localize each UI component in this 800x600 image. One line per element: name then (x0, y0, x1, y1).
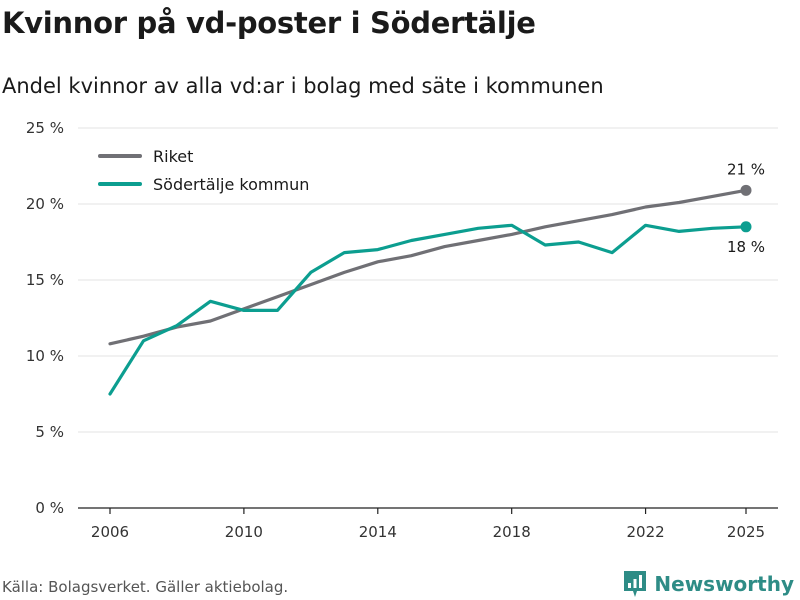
y-tick-label: 15 % (26, 271, 64, 289)
y-tick-label: 25 % (26, 119, 64, 137)
x-tick-label: 2006 (91, 523, 129, 541)
x-tick-label: 2022 (626, 523, 664, 541)
end-label-riket: 21 % (727, 160, 765, 178)
axes: 0 % 5 % 10 % 15 % 20 % 25 % 2006 2010 2014 2018 20… (26, 119, 778, 541)
y-tick-label: 0 % (35, 499, 64, 517)
y-tick-label: 5 % (35, 423, 64, 441)
y-tick-label: 10 % (26, 347, 64, 365)
end-point-sodertalje (740, 221, 752, 233)
end-label-sodertalje: 18 % (727, 238, 765, 256)
legend: Riket Södertälje kommun (98, 147, 309, 194)
legend-label: Riket (153, 147, 193, 166)
x-tick-label: 2018 (493, 523, 531, 541)
source-note: Källa: Bolagsverket. Gäller aktiebolag. (2, 578, 289, 596)
x-tick-label: 2025 (727, 523, 765, 541)
y-tick-label: 20 % (26, 195, 64, 213)
brand-logo: Newsworthy (623, 570, 794, 598)
chart-title: Kvinnor på vd-poster i Södertälje (2, 6, 536, 40)
series-line-riket (108, 188, 748, 346)
grid-lines (78, 127, 778, 433)
series-lines: 21 % 18 % (108, 160, 765, 396)
x-tick-label: 2014 (359, 523, 397, 541)
legend-label: Södertälje kommun (153, 175, 309, 194)
series-line-sodertalje (108, 223, 748, 396)
end-point-riket (740, 184, 752, 196)
newsworthy-logo-icon (624, 571, 647, 597)
chart-subtitle: Andel kvinnor av alla vd:ar i bolag med … (2, 74, 604, 98)
brand-name: Newsworthy (654, 572, 794, 596)
x-tick-label: 2010 (225, 523, 263, 541)
